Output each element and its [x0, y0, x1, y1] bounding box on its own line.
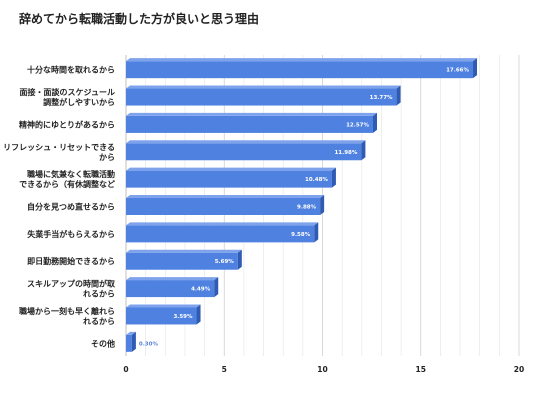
x-tick-label: 15 — [416, 365, 426, 374]
bar-top-face — [126, 58, 478, 62]
bar — [126, 143, 362, 161]
bar-side-face — [131, 331, 136, 352]
bar-side-face — [331, 167, 336, 188]
bar-side-face — [373, 112, 378, 133]
bar-top-face — [126, 222, 319, 226]
category-label: から — [99, 153, 115, 162]
x-tick-label: 10 — [317, 365, 327, 374]
bar-side-face — [361, 140, 366, 161]
bar-top-face — [126, 195, 325, 198]
category-label: スキルアップの時間が取 — [27, 279, 115, 289]
bar-side-face — [196, 304, 201, 325]
x-tick-label: 0 — [123, 365, 128, 374]
bar-value-label: 11.98% — [334, 150, 357, 156]
x-tick-label: 20 — [514, 365, 524, 374]
bar-top-face — [126, 331, 136, 335]
x-tick-label: 5 — [222, 365, 227, 374]
bar-top-face — [126, 85, 401, 89]
category-label: 調整がしやすいから — [43, 97, 115, 107]
bar — [126, 115, 374, 133]
bar — [126, 334, 132, 352]
category-label: 精神的にゆとりがあるから — [19, 119, 115, 129]
bar — [126, 61, 474, 79]
bar-top-face — [126, 304, 201, 308]
category-label: れるから — [83, 290, 115, 299]
bar-side-face — [320, 195, 325, 215]
bar — [126, 88, 397, 106]
category-label: 失業手当がもらえるから — [27, 229, 115, 239]
category-label: 面接・面談のスケジュール — [20, 87, 115, 97]
bar-top-face — [126, 140, 366, 144]
bar — [126, 225, 315, 243]
bar-value-label: 5.69% — [215, 259, 235, 265]
bar — [126, 198, 321, 215]
bar-side-face — [237, 249, 242, 270]
bar-top-face — [126, 249, 242, 253]
category-label: 職場に気兼なく転職活動 — [27, 169, 115, 179]
bar-value-label: 4.49% — [191, 287, 211, 293]
bar — [126, 170, 332, 188]
bar — [126, 280, 215, 298]
bar-top-face — [126, 112, 378, 116]
bar-side-face — [396, 85, 401, 106]
bar-side-face — [473, 58, 478, 79]
bar-top-face — [126, 167, 336, 171]
bar — [126, 307, 197, 325]
category-label: その他 — [91, 338, 115, 348]
bar-side-face — [314, 222, 319, 243]
bar-value-label: 0.30% — [139, 341, 159, 347]
bar-value-label: 9.58% — [291, 232, 311, 238]
chart-title: 辞めてから転職活動した方が良いと思う理由 — [19, 12, 260, 26]
bar-side-face — [214, 277, 219, 298]
category-label: できるから（有休調整など — [19, 179, 115, 189]
bar-value-label: 10.48% — [305, 177, 328, 183]
bar — [126, 252, 238, 270]
category-label: 十分な時間を取れるから — [27, 65, 115, 75]
bar-value-label: 17.66% — [446, 68, 469, 74]
category-label: リフレッシュ・リセットできる — [3, 143, 115, 152]
bar-value-label: 12.57% — [346, 122, 369, 128]
category-label: 自分を見つめ直せるから — [27, 202, 115, 212]
bar-value-label: 13.77% — [370, 95, 393, 101]
bar-value-label: 9.88% — [297, 205, 317, 211]
category-label: 職場から一刻も早く離れら — [19, 306, 115, 316]
bar-top-face — [126, 277, 219, 281]
bar-value-label: 3.59% — [173, 314, 193, 320]
category-label: れるから — [83, 317, 115, 326]
category-label: 即日勤務開始できるから — [27, 256, 115, 266]
